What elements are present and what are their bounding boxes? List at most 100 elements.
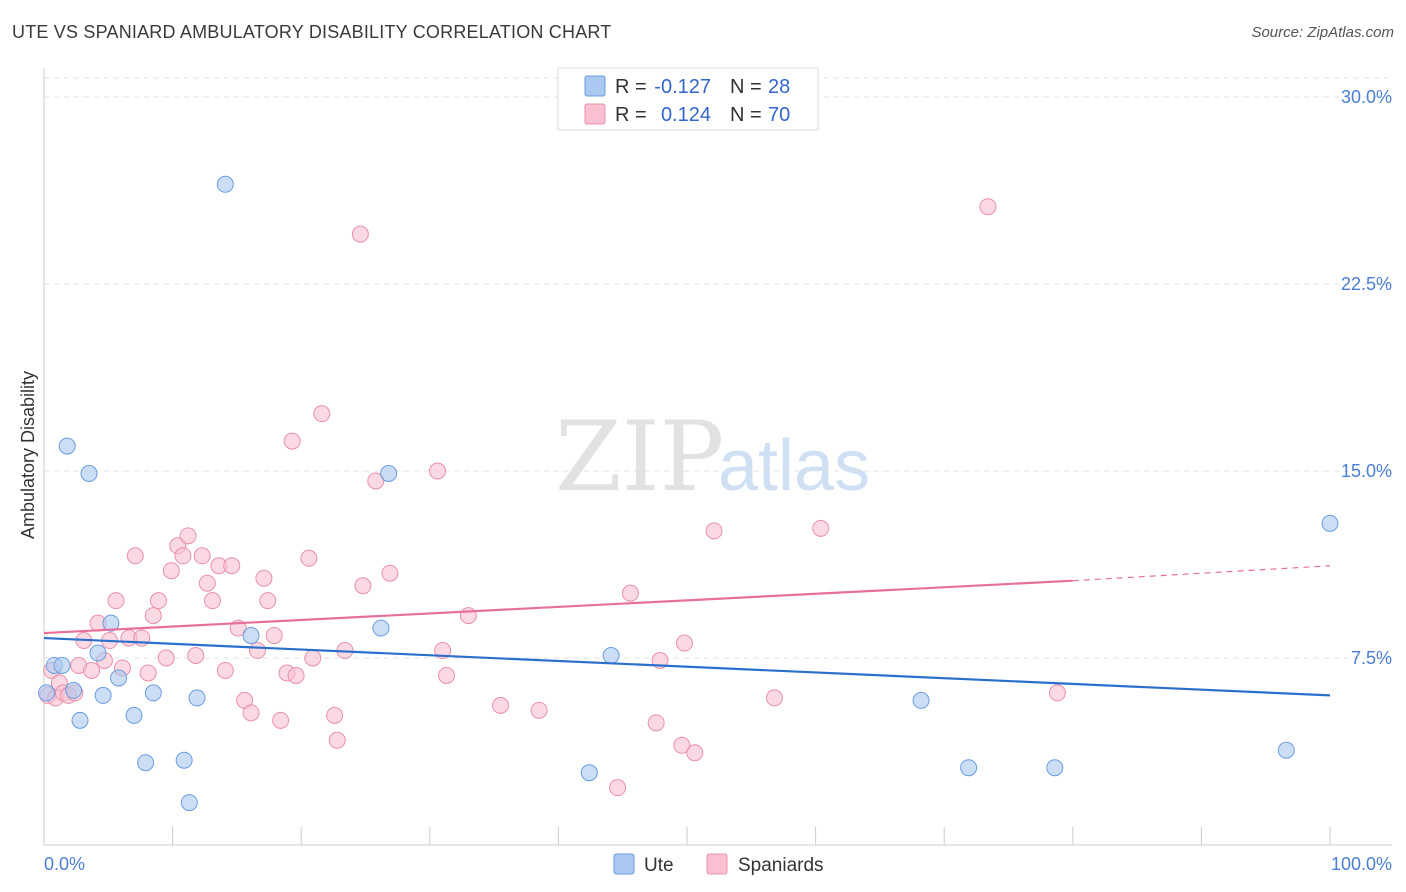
series-legend: Ute Spaniards bbox=[613, 853, 824, 876]
ute-point bbox=[65, 681, 83, 699]
ute-point bbox=[960, 759, 978, 777]
source-credit: Source: ZipAtlas.com bbox=[1251, 24, 1394, 41]
spaniards-point bbox=[705, 522, 723, 540]
spaniards-point bbox=[265, 627, 283, 645]
ute-point bbox=[144, 684, 162, 702]
ute-point bbox=[71, 711, 89, 729]
spaniards-point bbox=[686, 744, 704, 762]
ute-point bbox=[1046, 759, 1064, 777]
x-tick-label-max: 100.0% bbox=[1331, 854, 1392, 874]
spaniards-point bbox=[812, 519, 830, 537]
ute-point bbox=[580, 764, 598, 782]
spaniards-point bbox=[149, 592, 167, 610]
spaniards-point bbox=[193, 547, 211, 565]
spaniards-point bbox=[304, 649, 322, 667]
ute-trend-line bbox=[43, 636, 1331, 697]
spaniards-point bbox=[283, 432, 301, 450]
spaniards-trend-line bbox=[43, 579, 1073, 635]
ute-point bbox=[80, 464, 98, 482]
ute-point bbox=[1321, 514, 1339, 532]
ute-point bbox=[912, 691, 930, 709]
ute-point bbox=[1277, 741, 1295, 759]
ute-point bbox=[102, 614, 120, 632]
spaniards-point bbox=[272, 711, 290, 729]
spaniards-point bbox=[1048, 684, 1066, 702]
spaniards-point bbox=[139, 664, 157, 682]
legend-n-label-spaniards: N = bbox=[730, 104, 762, 126]
spaniards-point bbox=[530, 701, 548, 719]
spaniards-point bbox=[354, 577, 372, 595]
spaniards-point bbox=[621, 584, 639, 602]
spaniards-point bbox=[83, 661, 101, 679]
x-tick-label-min: 0.0% bbox=[44, 854, 85, 874]
ute-point bbox=[58, 437, 76, 455]
axes bbox=[43, 68, 1392, 846]
ute-point bbox=[242, 627, 260, 645]
tick-labels: 7.5% 15.0% 22.5% 30.0% 0.0% 100.0% bbox=[44, 87, 1392, 874]
y-tick-label: 15.0% bbox=[1341, 461, 1392, 481]
spaniards-point bbox=[979, 198, 997, 216]
spaniards-point bbox=[429, 462, 447, 480]
spaniards-point bbox=[326, 706, 344, 724]
spaniards-point bbox=[242, 704, 260, 722]
ute-point bbox=[602, 647, 620, 665]
ute-point bbox=[125, 706, 143, 724]
spaniards-point bbox=[300, 549, 318, 567]
ute-point bbox=[180, 794, 198, 812]
watermark-atlas: atlas bbox=[718, 426, 870, 506]
spaniards-point bbox=[248, 642, 266, 660]
spaniards-point bbox=[673, 736, 691, 754]
spaniards-point bbox=[144, 607, 162, 625]
legend-n-label-ute: N = bbox=[730, 76, 762, 98]
watermark-zip: ZIP bbox=[555, 401, 724, 513]
spaniards-point bbox=[434, 642, 452, 660]
spaniards-point bbox=[259, 592, 277, 610]
ute-point bbox=[188, 689, 206, 707]
spaniards-point bbox=[459, 607, 477, 625]
legend-r-label-spaniards: R = bbox=[615, 104, 647, 126]
chart-title: UTE VS SPANIARD AMBULATORY DISABILITY CO… bbox=[12, 22, 612, 42]
ute-point bbox=[110, 669, 128, 687]
spaniards-point bbox=[179, 527, 197, 545]
correlation-legend: R = -0.127 N = 28 R = 0.124 N = 70 bbox=[557, 67, 819, 131]
spaniards-point bbox=[255, 569, 273, 587]
legend-r-value-spaniards: 0.124 bbox=[661, 104, 711, 126]
spaniards-point bbox=[313, 405, 331, 423]
spaniards-point bbox=[107, 592, 125, 610]
spaniards-point bbox=[675, 634, 693, 652]
ute-point bbox=[175, 751, 193, 769]
ute-point bbox=[372, 619, 390, 637]
spaniards-point bbox=[287, 666, 305, 684]
spaniards-point bbox=[187, 647, 205, 665]
spaniards-trend-extension bbox=[1072, 565, 1331, 582]
spaniards-point bbox=[126, 547, 144, 565]
spaniards-point bbox=[381, 564, 399, 582]
spaniards-point bbox=[223, 557, 241, 575]
ute-point bbox=[137, 754, 155, 772]
y-tick-label: 22.5% bbox=[1341, 274, 1392, 294]
grid-lines bbox=[44, 77, 1392, 659]
ute-point bbox=[53, 656, 71, 674]
spaniards-point bbox=[198, 574, 216, 592]
ute-point bbox=[94, 686, 112, 704]
spaniards-point bbox=[203, 592, 221, 610]
spaniards-point bbox=[162, 562, 180, 580]
spaniards-point bbox=[328, 731, 346, 749]
trend-lines bbox=[43, 565, 1331, 697]
legend-swatch-spaniards bbox=[584, 103, 606, 125]
spaniards-point bbox=[157, 649, 175, 667]
spaniards-point bbox=[609, 779, 627, 797]
spaniards-point bbox=[174, 547, 192, 565]
ute-point bbox=[89, 644, 107, 662]
y-tick-label: 7.5% bbox=[1351, 648, 1392, 668]
data-points bbox=[38, 175, 1339, 812]
spaniards-point bbox=[647, 714, 665, 732]
spaniards-point bbox=[351, 225, 369, 243]
legend-n-value-ute: 28 bbox=[768, 76, 790, 98]
series-legend-label-ute: Ute bbox=[644, 855, 674, 876]
legend-r-label-ute: R = bbox=[615, 76, 647, 98]
series-legend-label-spaniards: Spaniards bbox=[738, 855, 824, 876]
legend-n-value-spaniards: 70 bbox=[768, 104, 790, 126]
ute-point bbox=[216, 175, 234, 193]
